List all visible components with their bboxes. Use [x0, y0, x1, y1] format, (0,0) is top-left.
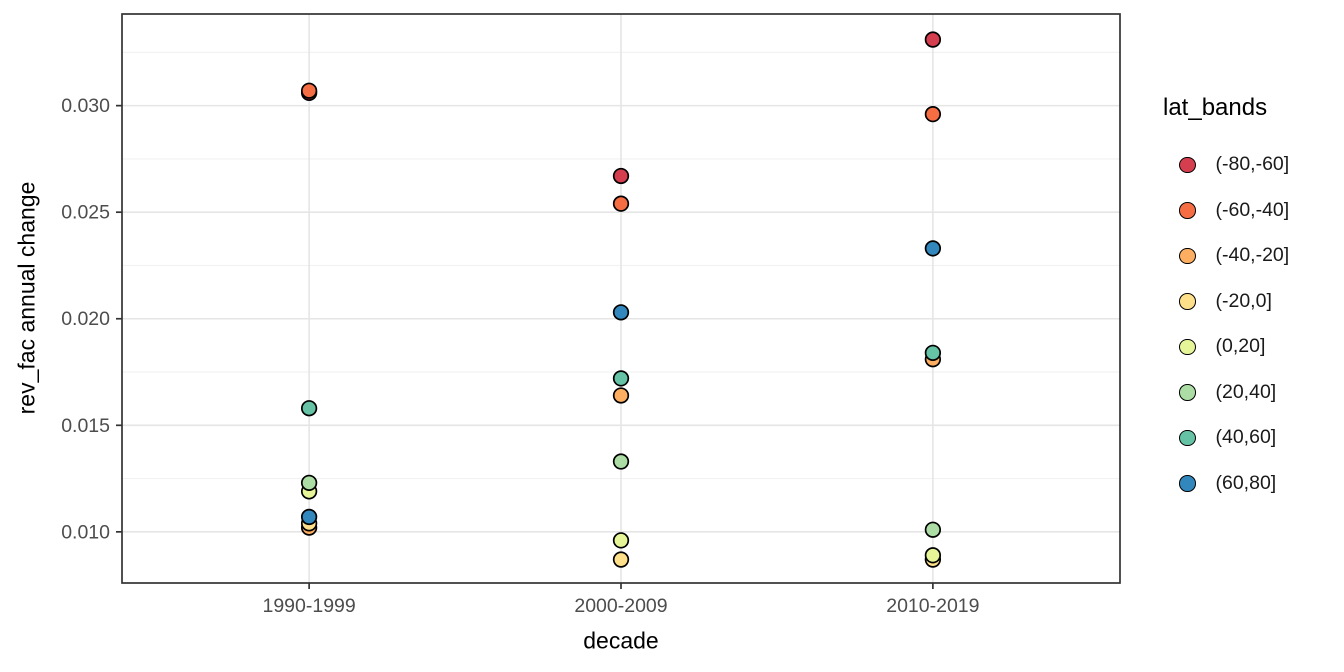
legend-label: (-20,0] — [1215, 289, 1272, 312]
data-point — [612, 195, 630, 212]
y-tick-label: 0.020 — [61, 308, 110, 330]
legend-label: (20,40] — [1215, 380, 1277, 403]
legend-item: (-80,-60] — [1163, 142, 1343, 188]
y-tick-label: 0.010 — [61, 521, 110, 543]
data-point — [612, 167, 630, 185]
legend-swatch-icon — [1179, 156, 1196, 173]
data-point — [300, 82, 318, 99]
legend-label: (40,60] — [1215, 426, 1277, 449]
legend-swatch-icon — [1179, 429, 1196, 446]
data-point — [300, 474, 318, 491]
legend-item: (0,20] — [1163, 324, 1343, 370]
y-tick-label: 0.025 — [61, 202, 110, 224]
data-point — [924, 240, 942, 257]
data-point — [924, 106, 942, 123]
legend-swatch-icon — [1179, 384, 1196, 401]
data-point — [612, 551, 630, 568]
data-point — [300, 508, 318, 526]
data-point — [924, 31, 942, 48]
legend-items: (-80,-60] (-60,-40] (-40,-20] (-20,0] (0,20]… — [1163, 142, 1343, 506]
data-point — [612, 370, 630, 387]
x-tick-label: 2010-2019 — [886, 595, 979, 617]
x-tick-label: 1990-1999 — [262, 595, 355, 617]
y-axis-title: rev_fac annual change — [13, 181, 40, 415]
legend-label: (-80,-60] — [1215, 153, 1290, 176]
data-point — [612, 532, 630, 549]
legend-item: (20,40] — [1163, 370, 1343, 416]
y-tick-label: 0.015 — [61, 415, 110, 437]
x-tick-label: 2000-2009 — [574, 595, 667, 617]
legend-label: (-40,-20] — [1215, 244, 1290, 267]
legend-item: (-60,-40] — [1163, 188, 1343, 234]
legend-item: (-20,0] — [1163, 279, 1343, 325]
y-tick-label: 0.030 — [61, 95, 110, 117]
data-point — [924, 547, 942, 564]
legend-swatch-icon — [1179, 338, 1196, 355]
legend-label: (60,80] — [1215, 471, 1277, 494]
legend-item: (-40,-20] — [1163, 233, 1343, 279]
legend-swatch-icon — [1179, 202, 1196, 219]
data-point — [924, 344, 942, 361]
data-point — [612, 387, 630, 404]
data-point — [612, 453, 630, 470]
legend-swatch-icon — [1179, 475, 1196, 492]
legend-label: (-60,-40] — [1215, 198, 1290, 221]
data-point — [612, 304, 630, 321]
legend-item: (60,80] — [1163, 461, 1343, 507]
legend-title: lat_bands — [1163, 94, 1268, 121]
legend: lat_bands (-80,-60] (-60,-40] (-40,-20] (-2… — [1163, 94, 1343, 506]
x-axis-title: decade — [583, 627, 659, 654]
data-point — [924, 521, 942, 538]
legend-swatch-icon — [1179, 293, 1196, 310]
data-point — [300, 400, 318, 417]
legend-label: (0,20] — [1215, 335, 1266, 358]
legend-swatch-icon — [1179, 247, 1196, 264]
legend-item: (40,60] — [1163, 415, 1343, 461]
